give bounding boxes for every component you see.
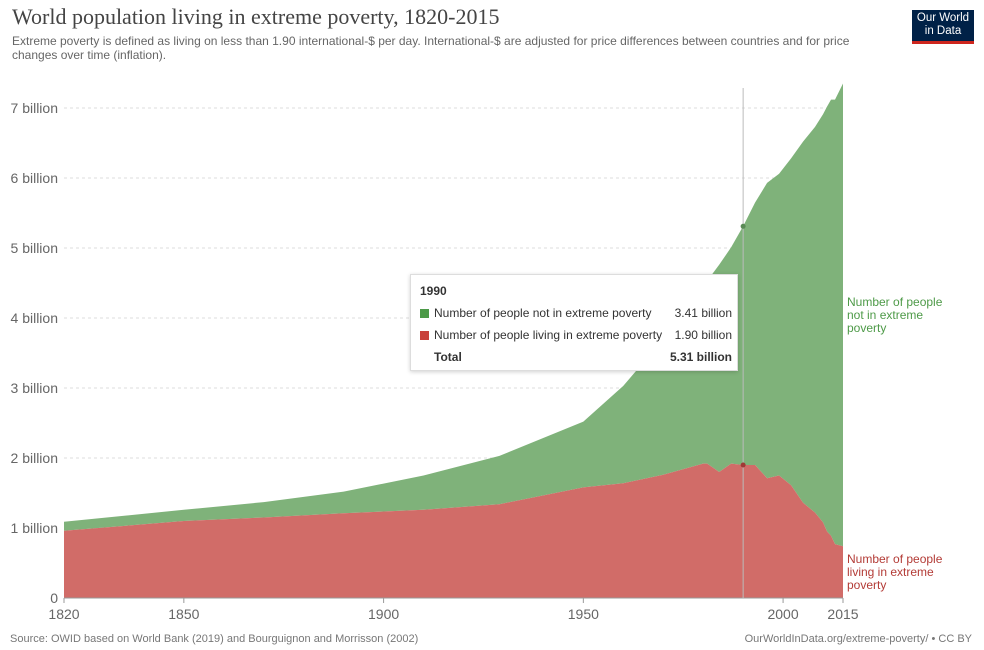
logo-line-2: in Data (924, 25, 962, 37)
y-tick-label: 4 billion (11, 310, 58, 326)
series-label-line: poverty (847, 578, 886, 592)
y-tick-label: 2 billion (11, 450, 58, 466)
x-tick-label: 1900 (368, 606, 399, 622)
area-living-in-extreme-poverty (64, 463, 843, 598)
hover-marker (740, 88, 746, 598)
y-tick-label: 0 (50, 590, 58, 606)
tooltip-year: 1990 (420, 284, 447, 298)
tooltip-total-value: 5.31 billion (669, 350, 732, 364)
not-poor-swatch (420, 309, 429, 318)
chart-subtitle: Extreme poverty is defined as living on … (12, 34, 850, 62)
tooltip-row-not-poor: Number of people not in extreme poverty … (420, 306, 732, 322)
tooltip-row-poor: Number of people living in extreme pover… (420, 328, 732, 344)
logo-line-1: Our World (916, 12, 970, 24)
tooltip-value: 1.90 billion (674, 328, 732, 342)
series-label-line: living in extreme (847, 565, 934, 579)
series-label-line: not in extreme (847, 308, 923, 322)
x-tick-label: 1850 (168, 606, 199, 622)
tooltip-label: Number of people living in extreme pover… (434, 328, 663, 342)
tooltip-value: 3.41 billion (674, 306, 732, 320)
series-label-line: Number of people (847, 552, 943, 566)
x-tick-label: 1950 (568, 606, 599, 622)
hover-point-poor (740, 462, 746, 468)
tooltip: 1990 Number of people not in extreme pov… (410, 274, 738, 371)
chart-title: World population living in extreme pover… (12, 4, 500, 29)
areas (64, 83, 843, 598)
license-link[interactable]: OurWorldInData.org/extreme-poverty/ • CC… (744, 633, 972, 645)
poor-swatch (420, 331, 429, 340)
tooltip-row-total: Total 5.31 billion (420, 350, 732, 366)
y-tick-label: 3 billion (11, 380, 58, 396)
y-tick-label: 6 billion (11, 170, 58, 186)
x-tick-label: 2015 (827, 606, 858, 622)
area-not-in-extreme-poverty (64, 83, 843, 547)
y-tick-label: 7 billion (11, 100, 58, 116)
y-tick-label: 5 billion (11, 240, 58, 256)
x-tick-label: 1820 (48, 606, 79, 622)
y-tick-label: 1 billion (11, 520, 58, 536)
tooltip-label: Number of people not in extreme poverty (434, 306, 652, 320)
source-note: Source: OWID based on World Bank (2019) … (10, 633, 419, 645)
x-tick-label: 2000 (767, 606, 798, 622)
tooltip-total-label: Total (434, 350, 462, 364)
series-label-line: Number of people (847, 295, 943, 309)
hover-point-total (740, 223, 746, 229)
x-axis: 1820 1850 1900 1950 2000 2015 (48, 597, 859, 622)
y-axis: 0 1 billion 2 billion 3 billion 4 billion 5 b… (11, 100, 59, 606)
owid-logo[interactable]: Our World in Data (912, 10, 974, 44)
series-label-line: poverty (847, 321, 886, 335)
